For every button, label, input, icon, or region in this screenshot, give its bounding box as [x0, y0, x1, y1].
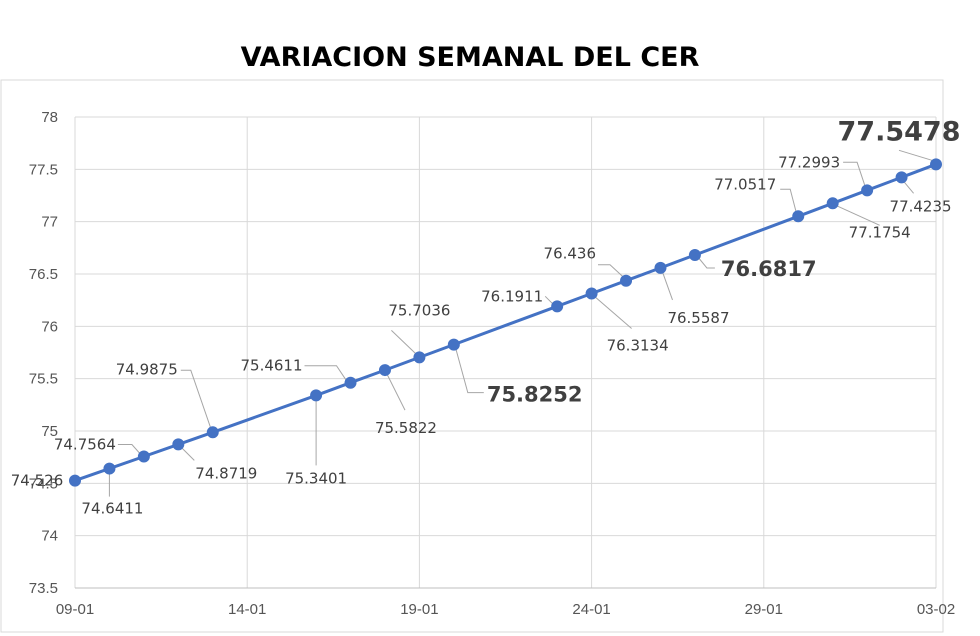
data-label-leader [180, 447, 195, 461]
x-tick-label: 09-01 [56, 601, 94, 618]
x-tick-label: 19-01 [400, 601, 438, 618]
data-point-marker [206, 426, 219, 439]
data-point-marker [310, 389, 323, 402]
y-tick-label: 76.5 [29, 266, 58, 283]
data-label: 74.9875 [116, 360, 178, 378]
leader-line-layer [108, 149, 933, 497]
series-layer [69, 158, 942, 487]
data-point-marker [69, 474, 81, 487]
data-point-marker [620, 274, 633, 287]
chart-area-border [0, 79, 944, 633]
x-tick-label: 03-02 [917, 601, 955, 618]
y-tick-label: 76 [41, 318, 58, 335]
data-point-marker [688, 248, 701, 261]
data-label-leader [391, 330, 416, 354]
data-label-leader [898, 149, 933, 161]
data-label-leader [180, 369, 212, 429]
data-label: 75.7036 [388, 301, 450, 319]
data-label: 75.4611 [240, 357, 302, 375]
data-label-leader [662, 271, 673, 301]
data-label: 77.4235 [890, 197, 952, 215]
data-label-leader [594, 296, 632, 329]
y-tick-label: 77.5 [29, 161, 58, 178]
x-tick-label: 14-01 [228, 601, 266, 618]
chart-title: VARIACION SEMANAL DEL CER [241, 42, 700, 73]
data-label-leader [835, 204, 880, 226]
data-point-marker [895, 171, 908, 184]
data-point-marker [551, 300, 564, 313]
data-label: 76.5587 [667, 309, 729, 327]
data-label: 74.526 [11, 472, 64, 490]
data-point-marker [103, 462, 116, 475]
data-label-leader [843, 161, 866, 187]
y-tick-label: 74 [41, 528, 58, 545]
y-tick-label: 73.5 [29, 580, 58, 597]
data-label: 77.0517 [714, 175, 776, 193]
y-tick-label: 75 [41, 423, 58, 440]
data-label: 76.6817 [721, 257, 817, 281]
data-label: 77.1754 [849, 223, 911, 241]
data-label: 74.7564 [54, 435, 116, 453]
data-point-marker [792, 210, 805, 223]
axis-label-layer: 73.5 74 74.5 75 75.5 76 76.5 77 77.5 78 09-01 14-01… [29, 109, 955, 618]
data-point-marker [826, 197, 839, 210]
data-point-marker [172, 438, 185, 451]
data-label-leader [455, 348, 484, 394]
data-label-leader [304, 365, 347, 381]
data-label: 74.6411 [81, 500, 143, 518]
data-label: 76.1911 [481, 287, 543, 305]
data-label: 74.8719 [195, 464, 257, 482]
data-label: 76.436 [544, 245, 597, 263]
y-tick-label: 74.5 [29, 475, 58, 492]
data-point-marker [654, 261, 667, 274]
data-point-marker [447, 338, 460, 351]
data-label-leader [780, 188, 797, 213]
data-label: 75.5822 [375, 419, 437, 437]
data-label-leader [697, 256, 715, 269]
data-point-marker [413, 351, 426, 364]
data-point-marker [585, 287, 598, 300]
data-point-marker [861, 184, 874, 197]
x-tick-label: 24-01 [572, 601, 610, 618]
y-tick-label: 78 [41, 109, 58, 126]
data-label: 75.3401 [285, 469, 347, 487]
data-label-leader [544, 295, 554, 305]
data-label-leader [386, 373, 406, 411]
data-label: 76.3134 [607, 337, 669, 355]
data-point-marker [378, 364, 391, 377]
data-point-marker [137, 450, 150, 463]
series-line [73, 162, 938, 483]
y-tick-label: 75.5 [29, 371, 58, 388]
data-label: 75.8252 [487, 383, 583, 407]
data-label-leader [117, 444, 141, 454]
x-tick-label: 29-01 [745, 601, 783, 618]
data-label: 77.2993 [778, 153, 840, 171]
data-label: 77.5478 [838, 116, 961, 147]
data-point-marker [344, 376, 357, 389]
y-tick-label: 77 [41, 214, 58, 231]
data-label-leader [598, 264, 624, 278]
data-label-leader [903, 180, 914, 194]
data-point-marker [930, 158, 942, 171]
data-label-layer: 74.526 74.6411 74.7564 74.8719 74.9875 75.340… [11, 116, 961, 517]
